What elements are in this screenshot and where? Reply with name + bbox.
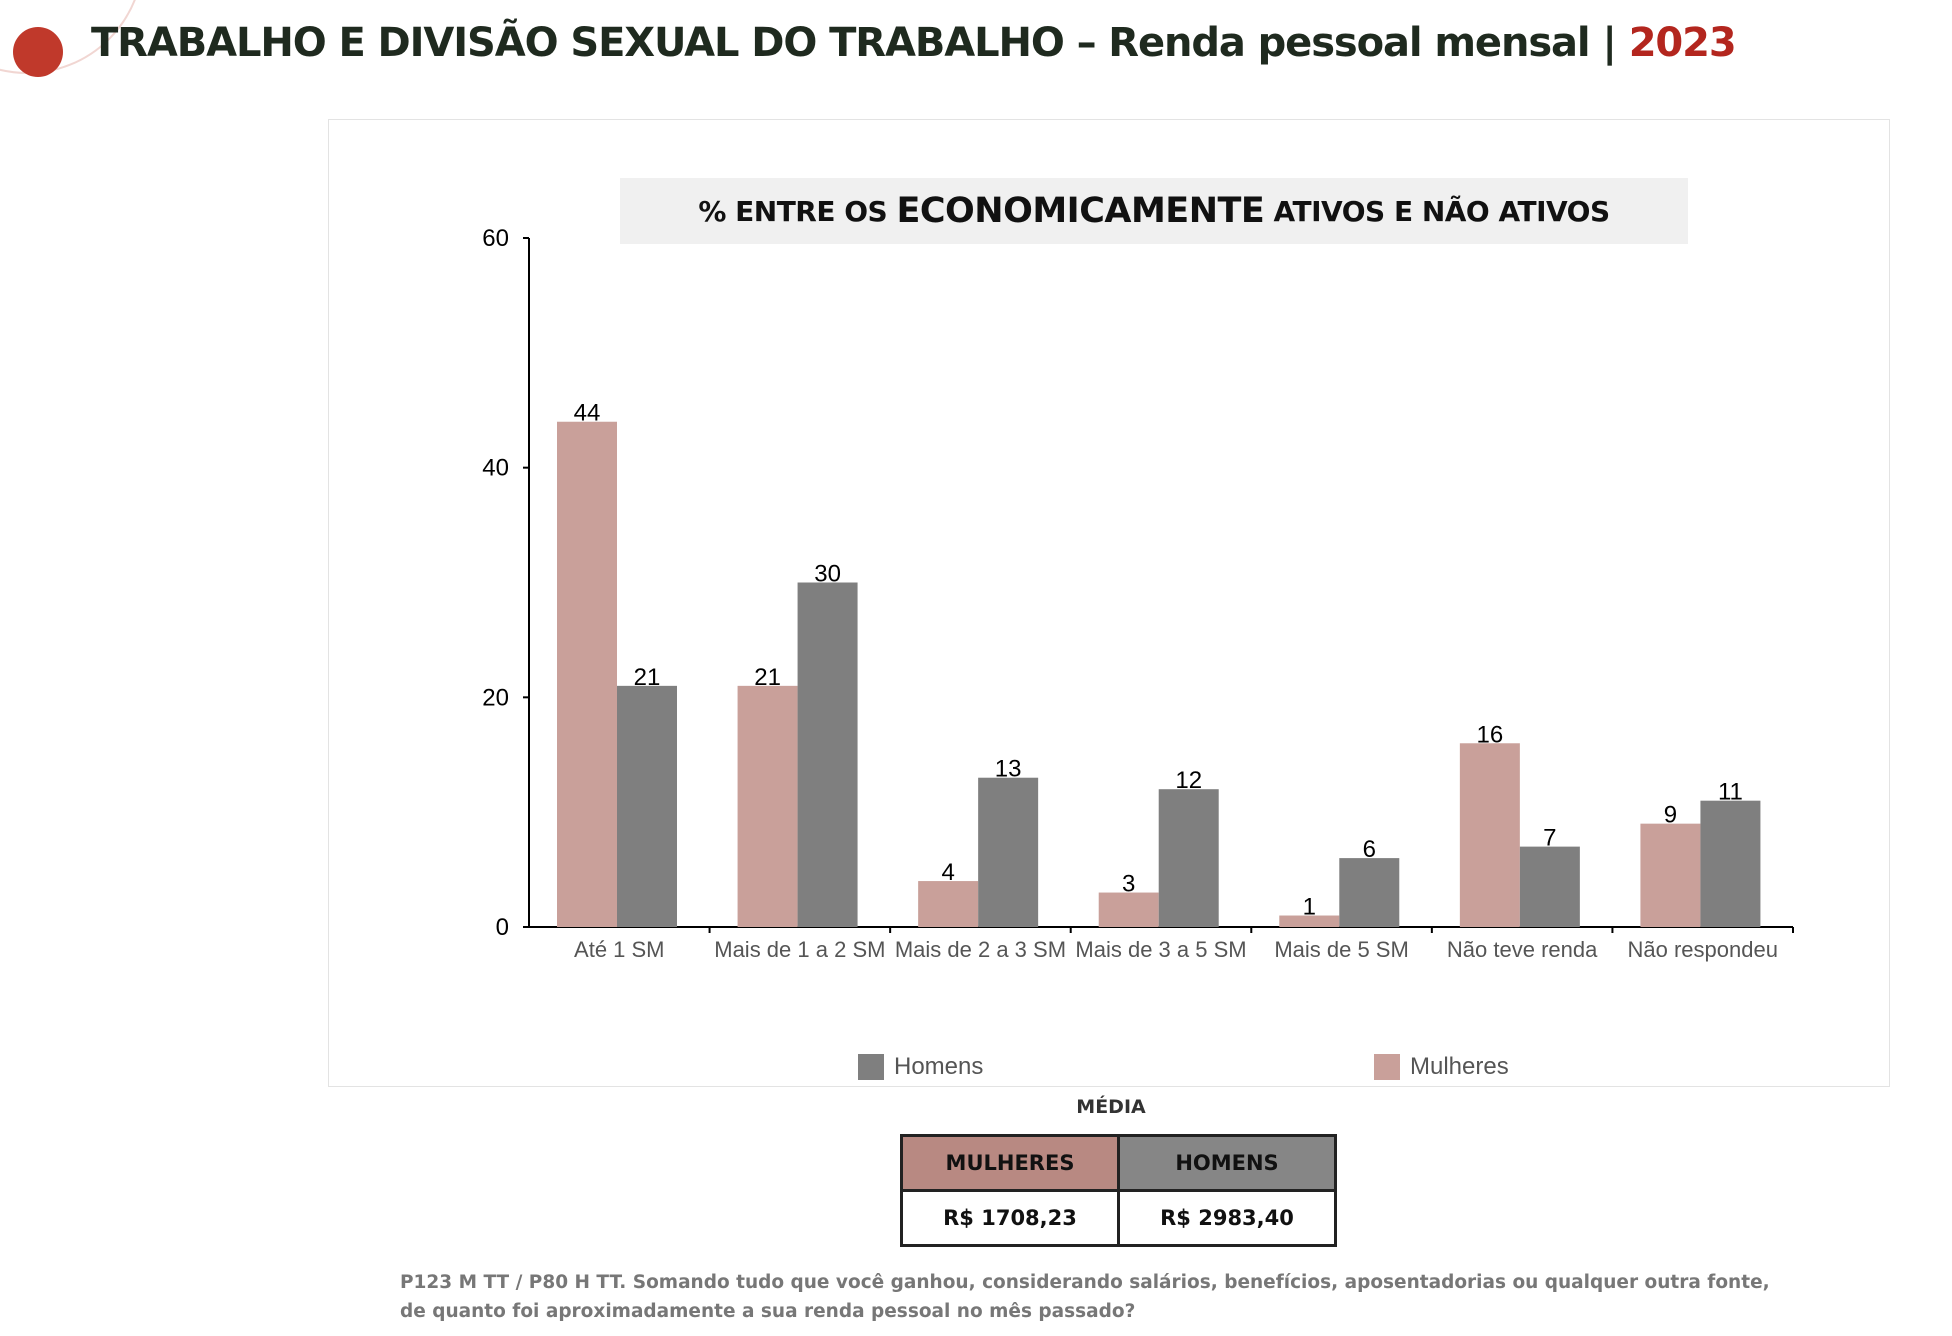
bar-mulheres bbox=[1098, 892, 1159, 927]
y-tick-label: 40 bbox=[482, 455, 509, 482]
data-label: 7 bbox=[1543, 825, 1556, 852]
bar-mulheres bbox=[1459, 743, 1520, 927]
data-label: 11 bbox=[1718, 779, 1743, 806]
bar-homens bbox=[797, 582, 858, 927]
data-label: 12 bbox=[1175, 767, 1202, 794]
bar-mulheres bbox=[1640, 823, 1701, 927]
data-label: 44 bbox=[574, 400, 601, 427]
bar-homens bbox=[1519, 846, 1580, 927]
chart-header: % ENTRE OS ECONOMICAMENTE ATIVOS E NÃO A… bbox=[620, 178, 1688, 244]
data-label: 3 bbox=[1122, 871, 1135, 898]
chart-header-part3: ATIVOS E NÃO ATIVOS bbox=[1264, 194, 1611, 228]
x-tick-label: Não teve renda bbox=[1447, 937, 1598, 962]
y-tick-label: 20 bbox=[482, 684, 509, 711]
y-tick-label: 0 bbox=[496, 914, 509, 941]
x-tick-label: Mais de 5 SM bbox=[1274, 937, 1409, 962]
bar-homens bbox=[1700, 800, 1761, 927]
footnote: P123 M TT / P80 H TT. Somando tudo que v… bbox=[400, 1272, 1770, 1322]
media-header-homens: HOMENS bbox=[1117, 1134, 1337, 1192]
data-label: 1 bbox=[1303, 894, 1316, 921]
x-tick-label: Mais de 2 a 3 SM bbox=[895, 937, 1066, 962]
bar-homens bbox=[978, 777, 1039, 927]
bar-mulheres bbox=[1279, 915, 1340, 927]
legend-item-mulheres: Mulheres bbox=[1374, 1053, 1509, 1081]
page-title-main: TRABALHO E DIVISÃO SEXUAL DO TRABALHO – … bbox=[91, 20, 1629, 66]
media-table: MULHERES HOMENS R$ 1708,23 R$ 2983,40 bbox=[900, 1134, 1337, 1247]
bar-homens bbox=[1158, 789, 1219, 927]
data-label: 4 bbox=[941, 859, 954, 886]
x-tick-label: Mais de 3 a 5 SM bbox=[1075, 937, 1246, 962]
data-label: 21 bbox=[754, 664, 781, 691]
media-label: MÉDIA bbox=[1076, 1096, 1146, 1118]
x-tick-label: Até 1 SM bbox=[574, 937, 664, 962]
chart-header-part2: ECONOMICAMENTE bbox=[896, 191, 1265, 231]
media-header-mulheres: MULHERES bbox=[900, 1134, 1120, 1192]
legend-label-homens: Homens bbox=[894, 1053, 984, 1080]
legend-swatch-homens bbox=[858, 1054, 884, 1080]
y-tick-label: 60 bbox=[482, 225, 509, 252]
data-label: 30 bbox=[814, 561, 841, 588]
bar-mulheres bbox=[737, 685, 798, 927]
media-value-homens: R$ 2983,40 bbox=[1117, 1189, 1337, 1247]
bar-mulheres bbox=[918, 881, 979, 927]
media-header-row: MULHERES HOMENS bbox=[900, 1134, 1337, 1192]
legend-item-homens: Homens bbox=[858, 1053, 983, 1081]
data-label: 9 bbox=[1664, 802, 1677, 829]
media-value-mulheres: R$ 1708,23 bbox=[900, 1189, 1120, 1247]
legend-swatch-mulheres bbox=[1374, 1054, 1400, 1080]
x-tick-label: Mais de 1 a 2 SM bbox=[714, 937, 885, 962]
bar-homens bbox=[617, 685, 677, 927]
media-value-row: R$ 1708,23 R$ 2983,40 bbox=[900, 1189, 1337, 1247]
data-label: 13 bbox=[995, 756, 1022, 783]
data-label: 6 bbox=[1363, 836, 1376, 863]
page-title-year: 2023 bbox=[1628, 20, 1737, 66]
x-tick-label: Não respondeu bbox=[1627, 937, 1777, 962]
data-label: 16 bbox=[1477, 721, 1504, 748]
data-label: 21 bbox=[634, 664, 661, 691]
bar-mulheres bbox=[557, 421, 617, 927]
header-dot-icon bbox=[13, 27, 63, 77]
legend-label-mulheres: Mulheres bbox=[1410, 1053, 1509, 1080]
page-title: TRABALHO E DIVISÃO SEXUAL DO TRABALHO – … bbox=[91, 20, 1737, 66]
bar-homens bbox=[1339, 858, 1400, 927]
chart-header-part1: % ENTRE OS bbox=[698, 194, 897, 228]
